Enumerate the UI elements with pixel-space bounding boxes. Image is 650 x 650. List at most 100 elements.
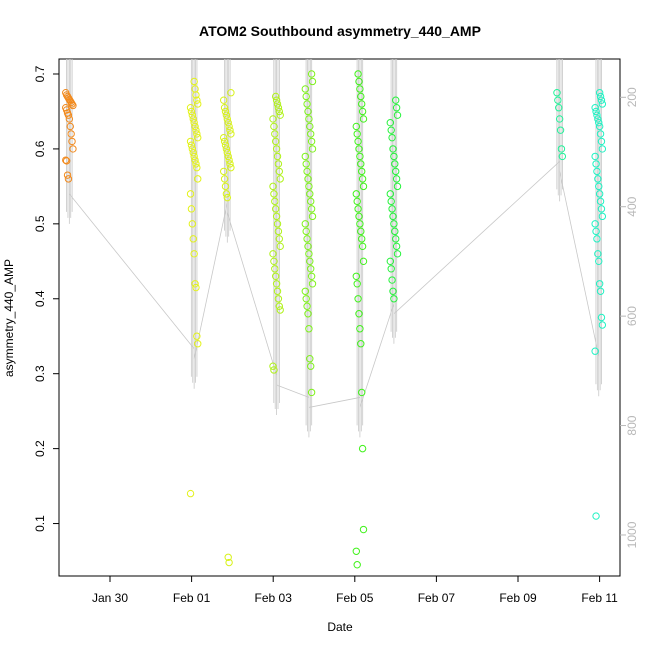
data-point <box>356 85 364 93</box>
data-point <box>301 287 309 295</box>
data-point <box>303 100 311 108</box>
data-point <box>227 163 235 172</box>
y-tick-label: 0.5 <box>33 215 47 232</box>
data-point <box>270 366 278 374</box>
data-point <box>272 96 281 104</box>
data-point <box>272 272 280 280</box>
data-point <box>190 118 198 127</box>
data-point <box>356 220 364 228</box>
data-point <box>596 130 605 138</box>
data-point <box>306 190 314 198</box>
data-point <box>306 257 314 266</box>
data-point <box>307 362 315 370</box>
profile-connector <box>308 397 360 408</box>
data-point <box>555 104 563 112</box>
data-point <box>308 212 317 221</box>
data-point <box>189 235 197 243</box>
profile-connector <box>359 303 395 408</box>
data-point <box>307 130 315 138</box>
data-point <box>354 70 362 78</box>
data-point <box>308 145 317 153</box>
data-point <box>272 145 281 153</box>
data-point <box>271 130 279 138</box>
data-point <box>269 115 277 123</box>
data-point <box>593 235 601 243</box>
data-point <box>305 325 313 333</box>
data-point <box>389 212 397 221</box>
profile-connector <box>276 384 310 398</box>
data-point <box>387 126 395 134</box>
x-tick-label: Feb 01 <box>173 591 211 605</box>
data-point <box>392 242 401 251</box>
data-point <box>222 190 231 198</box>
data-point <box>186 190 195 198</box>
data-point <box>303 167 311 176</box>
data-point <box>591 152 599 161</box>
data-point <box>223 193 232 202</box>
data-point <box>389 287 397 295</box>
data-point <box>302 92 310 101</box>
data-point <box>221 182 230 191</box>
data-point <box>194 175 202 183</box>
x-tick-label: Feb 05 <box>336 591 374 605</box>
data-point <box>193 332 201 340</box>
x-tick-label: Feb 03 <box>255 591 293 605</box>
data-point <box>392 235 400 243</box>
data-point <box>307 265 315 273</box>
data-point <box>354 205 362 213</box>
data-point <box>225 558 233 567</box>
data-point <box>356 325 364 333</box>
data-point <box>306 355 314 363</box>
data-point <box>558 152 567 161</box>
data-point <box>273 100 282 108</box>
data-point <box>386 190 394 198</box>
data-point <box>273 287 282 295</box>
data-point <box>190 77 198 86</box>
chart-title: ATOM2 Southbound asymmetry_440_AMP <box>199 23 481 39</box>
data-point <box>188 220 197 228</box>
data-point <box>591 104 599 112</box>
data-point <box>63 171 72 179</box>
y-tick-label: 0.6 <box>33 140 47 157</box>
data-point <box>224 152 232 161</box>
data-point <box>301 85 309 93</box>
data-point <box>226 126 234 134</box>
data-point <box>187 107 196 116</box>
data-point <box>191 280 199 288</box>
data-point <box>188 145 197 153</box>
profile-connector <box>193 202 228 359</box>
data-point <box>595 122 604 131</box>
data-point <box>224 118 232 127</box>
x-tick-label: Feb 07 <box>418 591 456 605</box>
data-point <box>358 235 366 243</box>
data-point <box>598 100 607 108</box>
data-point <box>307 137 316 146</box>
data-point <box>186 104 195 112</box>
data-point <box>593 111 601 119</box>
data-point <box>224 553 232 561</box>
data-point <box>392 96 400 104</box>
data-point <box>188 111 197 119</box>
data-point <box>308 77 317 86</box>
right-tick-label: 400 <box>625 196 639 216</box>
data-point <box>191 156 199 164</box>
data-point <box>393 250 402 258</box>
data-point <box>388 276 396 284</box>
x-tick-label: Feb 09 <box>499 591 537 605</box>
data-point <box>303 302 311 310</box>
data-point <box>352 190 360 198</box>
data-point <box>304 242 312 251</box>
data-point <box>307 205 316 213</box>
data-point <box>225 122 233 131</box>
data-point <box>355 77 363 86</box>
data-point <box>271 197 279 206</box>
data-point <box>388 205 396 213</box>
data-point <box>186 137 195 146</box>
data-point <box>596 287 605 295</box>
data-point <box>352 272 360 280</box>
data-point <box>270 190 278 198</box>
data-point <box>275 302 283 310</box>
data-point <box>556 126 565 134</box>
y-tick-label: 0.4 <box>33 290 47 307</box>
data-point <box>220 137 229 146</box>
